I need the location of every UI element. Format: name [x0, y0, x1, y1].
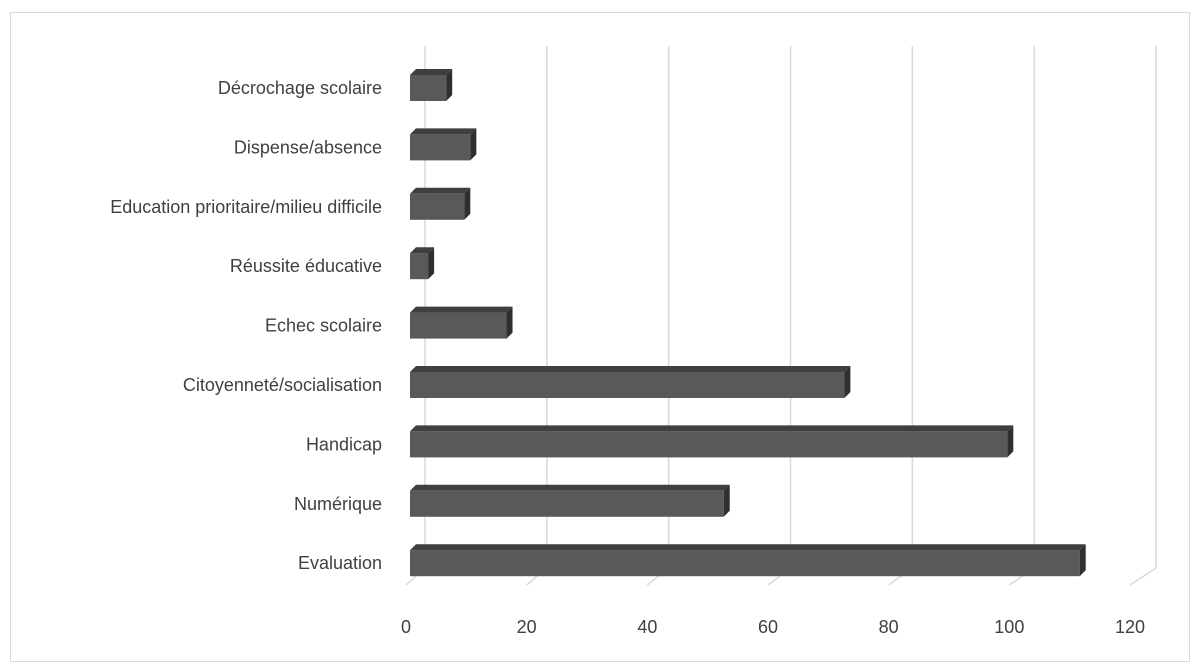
category-label: Citoyenneté/socialisation: [183, 375, 382, 395]
gridline: [1129, 46, 1157, 586]
category-label: Numérique: [294, 494, 382, 514]
category-label: Décrochage scolaire: [218, 78, 382, 98]
bar: [410, 247, 435, 280]
category-label: Education prioritaire/milieu difficile: [110, 197, 382, 217]
x-tick-label: 120: [1115, 617, 1145, 637]
category-label: Réussite éducative: [230, 256, 382, 276]
x-tick-labels: 0 20 40 60 80 100 120: [401, 617, 1145, 637]
gridline: [767, 46, 792, 586]
x-tick-label: 100: [994, 617, 1024, 637]
category-label: Echec scolaire: [265, 316, 382, 336]
category-label: Dispense/absence: [234, 137, 382, 157]
x-tick-label: 80: [879, 617, 899, 637]
bar: [410, 128, 477, 161]
x-tick-label: 0: [401, 617, 411, 637]
bar: [410, 187, 471, 220]
bar: [410, 306, 513, 339]
bar: [410, 366, 851, 398]
bar: [410, 484, 730, 517]
bar: [410, 425, 1014, 458]
x-tick-label: 60: [758, 617, 778, 637]
gridline: [1008, 46, 1035, 586]
category-label: Handicap: [306, 434, 382, 454]
category-label: Evaluation: [298, 553, 382, 573]
category-labels: Décrochage scolaire Dispense/absence Educa…: [110, 78, 382, 573]
bars: [410, 69, 1086, 577]
x-tick-label: 40: [637, 617, 657, 637]
bar: [410, 69, 453, 101]
bar: [410, 544, 1086, 577]
gridline: [888, 46, 914, 586]
x-tick-label: 20: [517, 617, 537, 637]
